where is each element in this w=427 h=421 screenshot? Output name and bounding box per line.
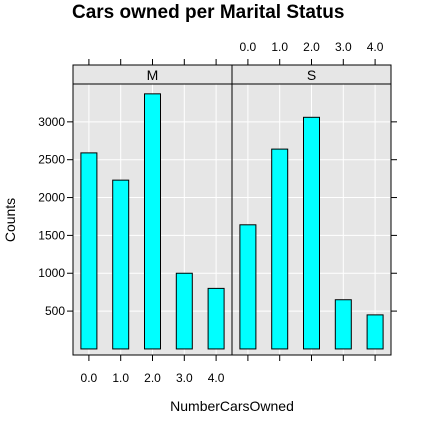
x-tick-label: 0.0	[81, 371, 98, 385]
bar-S-1.0	[271, 148, 289, 350]
x-tick-label: 3.0	[176, 371, 193, 385]
bar-S-0.0	[239, 224, 257, 350]
y-tick-label: 1000	[38, 266, 65, 280]
chart-title: Cars owned per Marital Status	[72, 2, 344, 23]
y-tick-label: 1500	[38, 228, 65, 242]
bar-S-4.0	[366, 314, 384, 350]
x-tick-label: 4.0	[208, 371, 225, 385]
y-tick-label: 500	[45, 304, 65, 318]
x-tick-label: 0.0	[240, 40, 257, 54]
strip-label: S	[307, 67, 316, 83]
y-tick-label: 2000	[38, 191, 65, 205]
x-tick-label: 3.0	[335, 40, 352, 54]
bar-S-3.0	[334, 299, 352, 350]
bar-S-2.0	[303, 116, 320, 350]
strip-label: M	[147, 67, 159, 83]
x-tick-label: 1.0	[271, 40, 288, 54]
bar-M-1.0	[112, 179, 130, 350]
x-tick-label: 1.0	[112, 371, 129, 385]
x-tick-label: 2.0	[144, 371, 161, 385]
bar-M-0.0	[80, 152, 98, 350]
y-tick-label: 2500	[38, 153, 65, 167]
bar-M-4.0	[207, 287, 225, 350]
bar-M-3.0	[175, 272, 193, 350]
y-axis-label: Counts	[2, 198, 18, 242]
y-tick-label: 3000	[38, 115, 65, 129]
x-tick-label: 2.0	[303, 40, 320, 54]
x-axis-label: NumberCarsOwned	[170, 398, 294, 414]
bar-M-2.0	[144, 93, 161, 350]
axes: 500 1000 1500 2000 2500 3000 0.0 1.0 2.0 3.0 4.0 0.…	[38, 40, 397, 385]
x-tick-label: 4.0	[367, 40, 384, 54]
